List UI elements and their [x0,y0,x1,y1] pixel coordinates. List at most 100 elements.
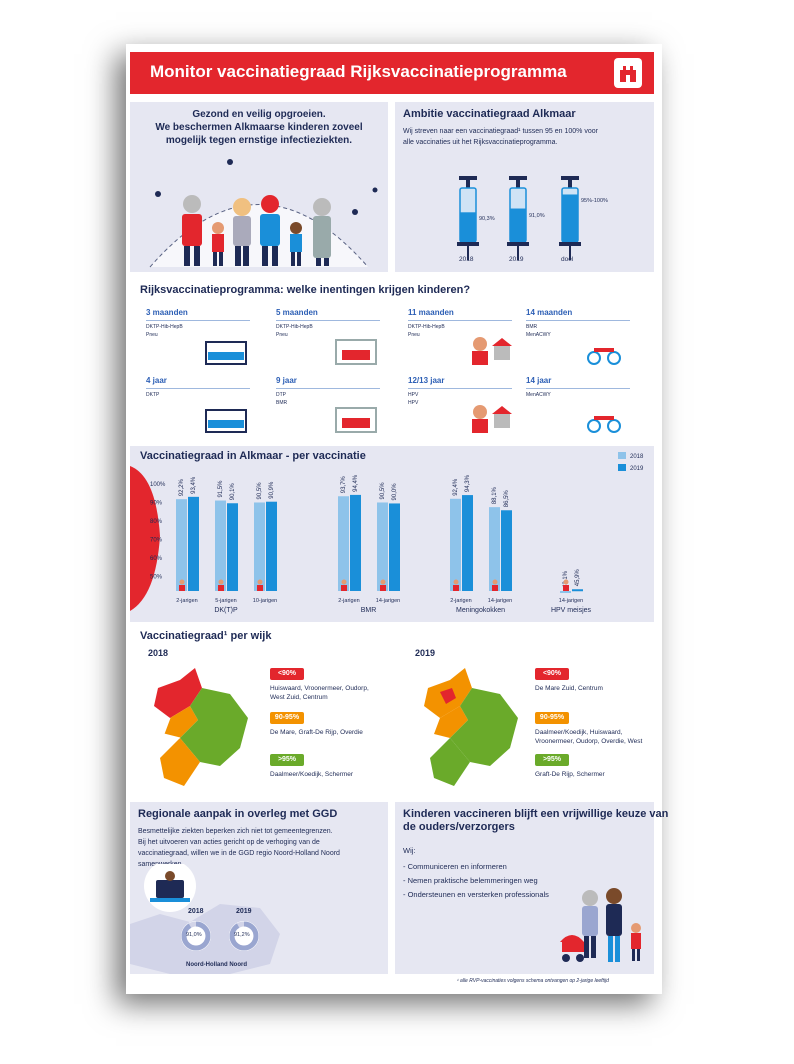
vaccine-label: MenACWY [526,332,551,338]
child-icon [218,579,224,585]
band-neighbourhoods: Daalmeer/Koedijk, Huiswaard, Vroonermeer… [535,729,643,745]
x-tick-label: 2-jarigen [450,598,471,604]
data-label-2019: 90,0% [392,483,398,501]
vrijwillig-item: - Nemen praktische belemmeringen weg [403,876,538,885]
age-label: 14 maanden [526,308,573,317]
syringe-label: 2019 [509,256,524,263]
wijk-map-2018 [154,668,248,786]
wijk-section: Vaccinatiegraad¹ per wijk 2018 2019 <90%… [130,626,654,796]
data-label-2019: 86,5% [504,490,510,508]
data-label-2018: 88,1% [492,486,498,504]
x-tick-label: 10-jarigen [253,598,277,604]
vaccine-label: DTP [276,392,286,398]
band-tag: >95% [270,754,304,766]
vaccine-label: Pneu [276,332,288,338]
data-label-2018: 92,4% [453,478,459,496]
wijk-title: Vaccinatiegraad¹ per wijk [140,630,272,642]
vrijwillig-title-2: de ouders/verzorgers [403,821,515,833]
child-icon [179,579,185,585]
age-label: 5 maanden [276,308,318,317]
bar-2018 [489,507,500,591]
donut-chart [229,921,259,951]
decorative-figure [130,466,160,611]
band-neighbourhoods: De Mare Zuid, Centrum [535,685,603,692]
y-tick-label: 60% [150,556,163,562]
region-map-illustration [130,864,280,974]
syringe-icon [507,176,529,260]
y-tick-label: 80% [150,519,163,525]
x-tick-label: 2-jarigen [338,598,359,604]
bar-2018 [450,498,461,591]
wijk-year-2019: 2019 [415,648,436,658]
parents-illustration [560,888,641,962]
age-label: 3 maanden [146,308,188,317]
bar-2018 [254,502,265,591]
syringe-icon [457,176,479,260]
vaccination-bar-chart: 100% 90% 80% 70% 60% 50% 2018 2019 92,2% 93,4% 2-j… [130,452,644,614]
age-illustration [335,407,377,433]
group-label: BMR [361,607,377,614]
age-illustration [587,348,621,365]
group-label: DK(T)P [214,607,238,614]
band-tag: <90% [270,668,304,680]
x-tick-label: 5-jarigen [215,598,236,604]
band-tag: 90-95% [270,712,304,724]
age-illustration [587,416,621,433]
bar-2019 [462,495,473,591]
x-tick-label: 14-jarigen [376,598,400,604]
vrijwillig-panel: Kinderen vaccineren blijft een vrijwilli… [395,802,668,984]
age-label: 4 jaar [146,376,167,385]
vaccine-label: HPV [408,400,419,406]
bar-2019 [389,503,400,591]
child-icon [380,579,386,585]
vrijwillig-title-1: Kinderen vaccineren blijft een vrijwilli… [403,808,669,820]
child-icon [453,585,459,591]
age-divider [526,320,630,321]
y-tick-label: 50% [150,575,163,581]
age-divider [146,320,250,321]
bar-2018 [377,502,388,591]
bar-2018 [176,499,187,591]
rvp-section: Rijksvaccinatieprogramma: welke inenting… [130,278,654,442]
y-tick-label: 100% [150,482,166,488]
legend-label: 2019 [630,466,644,472]
bar-2019 [227,503,238,591]
vaccine-label: DKTP-Hib-HepB [146,324,183,330]
bar-2018 [338,496,349,591]
syringe-label: doel [561,256,574,263]
family-illustration [149,159,378,268]
child-icon [218,585,224,591]
syringe-label: 2018 [459,256,474,263]
band-tag: <90% [535,668,569,680]
x-tick-label: 14-jarigen [559,598,583,604]
bar-2019 [501,510,512,591]
data-label-2019: 93,4% [191,476,197,494]
header-banner: Monitor vaccinatiegraad Rijksvaccinatiep… [130,52,654,94]
band-tag: 90-95% [535,712,569,724]
age-divider [526,388,630,389]
child-icon [380,585,386,591]
bar-2018 [215,500,226,591]
age-illustration [472,337,512,365]
vaccine-label: DKTP-Hib-HepB [408,324,445,330]
vaccine-label: Pneu [408,332,420,338]
child-icon [563,579,569,585]
vaccination-chart-panel: Vaccinatiegraad in Alkmaar - per vaccina… [130,446,654,622]
age-illustration [335,339,377,365]
child-icon [563,585,569,591]
child-icon [341,579,347,585]
legend-swatch [618,464,626,471]
vaccine-label: DKTP-Hib-HepB [276,324,313,330]
group-label: HPV meisjes [551,607,592,614]
child-icon [341,585,347,591]
age-divider [146,388,250,389]
intro-line-2: We beschermen Alkmaarse kinderen zoveel [155,122,363,133]
vaccine-label: DKTP [146,392,160,398]
intro-line-1: Gezond en veilig opgroeien. [192,109,326,120]
footnote: ¹ alle RVP-vaccinaties volgens schema on… [457,978,609,984]
vaccine-label: MenACWY [526,392,551,398]
regio-text-3: vaccinatiegraad, willen we in de GGD reg… [138,850,340,857]
data-label-2018: 90,5% [380,482,386,500]
page-title: Monitor vaccinatiegraad Rijksvaccinatiep… [150,62,567,81]
bar-2018 [560,591,571,593]
